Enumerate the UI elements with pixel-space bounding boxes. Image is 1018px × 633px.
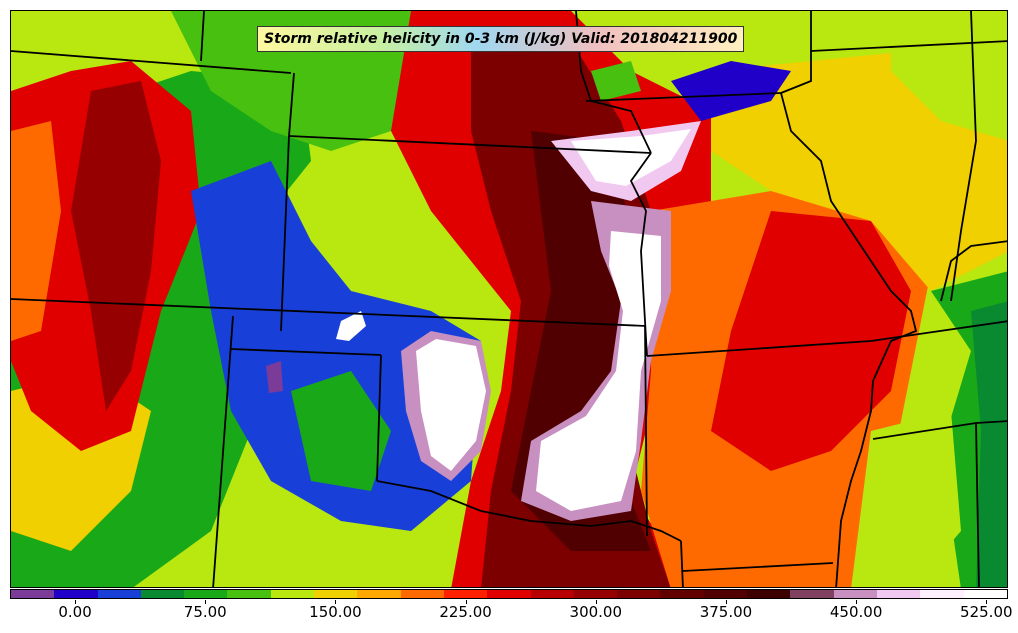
field-region-north-green-streak: [591, 61, 641, 101]
border-line-8: [230, 348, 382, 356]
border-line-6: [11, 298, 647, 327]
colorbar-segment: [184, 590, 228, 598]
border-line-18: [835, 380, 874, 587]
border-line-25: [940, 240, 1007, 302]
border-line-11: [680, 540, 684, 587]
field-region-core-white-central: [536, 231, 661, 511]
colorbar-segment: [876, 590, 921, 598]
border-line-15: [585, 92, 782, 102]
border-line-17: [629, 152, 652, 357]
border-line-10: [376, 480, 682, 542]
colorbar: [10, 589, 1008, 599]
colorbar-tick-mark: [75, 600, 77, 604]
colorbar-tick-label: 450.00: [829, 603, 883, 621]
field-region-north-blue-streak: [671, 61, 791, 121]
border-line-19: [682, 562, 834, 572]
field-region-southeast-darkgreen: [971, 301, 1007, 587]
colorbar-segment: [747, 590, 791, 598]
colorbar-segment: [920, 590, 964, 598]
border-line-26: [950, 11, 977, 302]
colorbar-tick-label: 0.00: [58, 603, 92, 621]
border-line-24: [810, 40, 1007, 52]
colorbar-segment: [573, 590, 618, 598]
border-line-5: [280, 135, 290, 332]
colorbar-tick-label: 525.00: [960, 603, 1013, 621]
field-region-blue: [191, 161, 481, 531]
colorbar-segment: [97, 590, 141, 598]
field-region-green-inner: [291, 371, 391, 491]
border-line-2: [200, 11, 205, 62]
colorbar-segment: [660, 590, 704, 598]
colorbar-tick-label: 75.00: [183, 603, 227, 621]
colorbar-segment: [617, 590, 661, 598]
colorbar-tick-label: 375.00: [699, 603, 753, 621]
colorbar-ticks: 0.00 75.00 150.00 225.00 300.00 375.00 450.00 5…: [10, 600, 1013, 630]
field-region-west-orange: [11, 121, 61, 341]
border-line-1: [11, 50, 292, 74]
colorbar-segment: [140, 590, 185, 598]
border-line-16: [780, 92, 918, 382]
colorbar-tick-mark: [205, 600, 207, 604]
border-line-7: [212, 315, 234, 587]
border-line-21: [870, 320, 1007, 342]
colorbar-tick-label: 150.00: [309, 603, 362, 621]
colorbar-tick-mark: [335, 600, 337, 604]
colorbar-segment: [54, 590, 98, 598]
colorbar-segment: [443, 590, 488, 598]
colorbar-segment: [833, 590, 877, 598]
colorbar-tick-mark: [595, 600, 597, 604]
colorbar-tick-mark: [465, 600, 467, 604]
map-title: Storm relative helicity in 0-3 km (J/kg)…: [257, 26, 745, 52]
helicity-map: Storm relative helicity in 0-3 km (J/kg)…: [10, 10, 1008, 588]
colorbar-tick-mark: [986, 600, 988, 604]
colorbar-segment: [227, 590, 271, 598]
border-line-13: [646, 340, 872, 357]
colorbar-segment: [790, 590, 834, 598]
field-region-core-white-west: [416, 339, 486, 471]
field-region-core-white-small: [336, 311, 366, 341]
colorbar-segment: [357, 590, 401, 598]
border-line-23: [780, 11, 812, 94]
colorbar-tick-label: 300.00: [569, 603, 623, 621]
colorbar-segment: [530, 590, 574, 598]
colorbar-segment: [270, 590, 315, 598]
field-region-purple: [266, 361, 283, 393]
colorbar-segment: [487, 590, 531, 598]
colorbar-segment: [703, 590, 748, 598]
colorbar-tick-mark: [856, 600, 858, 604]
field-region-east-red: [711, 211, 911, 471]
border-line-4: [288, 135, 652, 154]
border-line-9: [376, 354, 382, 482]
field-region-core-white-north: [571, 129, 691, 186]
border-line-22: [975, 422, 980, 587]
field-region-southeast-lime: [851, 411, 961, 587]
colorbar-segment: [963, 590, 1007, 598]
colorbar-segment: [11, 590, 55, 598]
colorbar-segment: [314, 590, 358, 598]
border-line-3: [288, 72, 295, 137]
colorbar-tick-mark: [725, 600, 727, 604]
colorbar-tick-label: 225.00: [439, 603, 492, 621]
field-region-west-darkred: [71, 81, 161, 411]
border-line-12: [644, 325, 648, 537]
map-canvas: [11, 11, 1007, 587]
colorbar-segment: [400, 590, 444, 598]
